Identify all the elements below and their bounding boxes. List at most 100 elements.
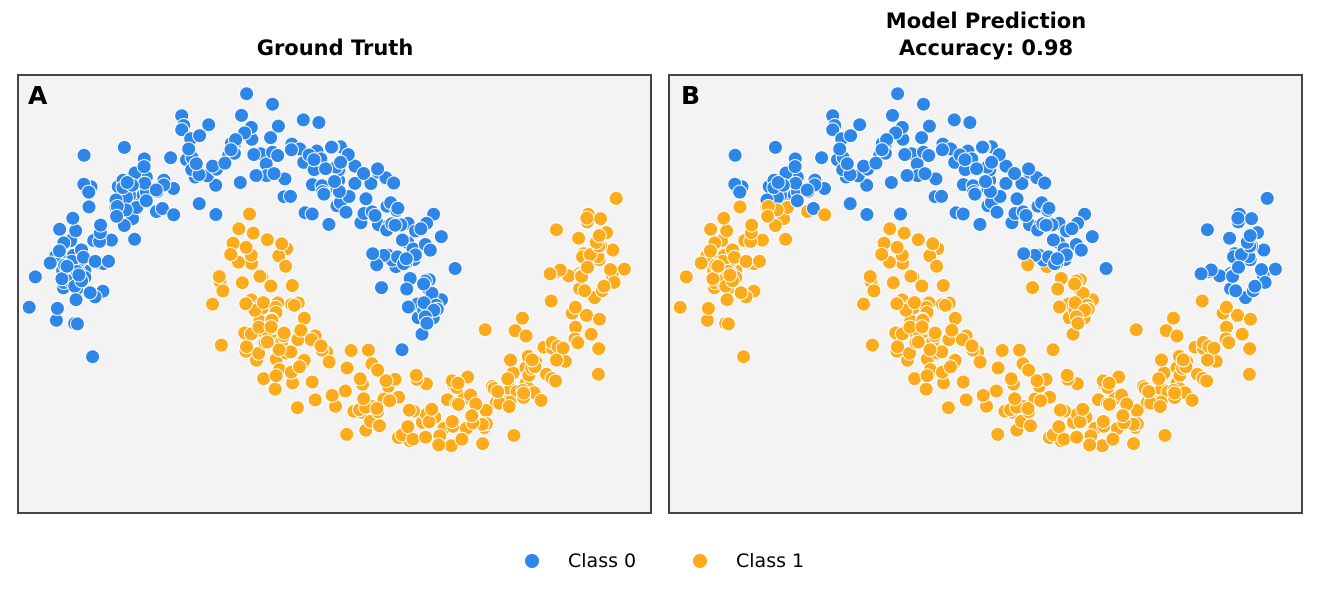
scatter-point-a-class-0 bbox=[270, 148, 286, 163]
scatter-point-a-class-0 bbox=[42, 255, 58, 271]
scatter-point-a-class-1 bbox=[324, 387, 340, 403]
panel-a-points bbox=[21, 86, 632, 454]
legend-marker-class-0 bbox=[525, 554, 539, 568]
scatter-point-a-class-0 bbox=[201, 117, 217, 133]
legend: Class 0 Class 1 bbox=[525, 550, 804, 572]
scatter-point-a-class-1 bbox=[271, 342, 287, 358]
scatter-point-b-class-0 bbox=[967, 186, 983, 202]
scatter-point-b-class-0 bbox=[989, 204, 1005, 220]
scatter-point-a-class-0 bbox=[321, 216, 337, 232]
scatter-point-b-class-1 bbox=[1056, 431, 1072, 447]
scatter-point-b-class-1 bbox=[693, 255, 709, 271]
scatter-point-a-class-1 bbox=[307, 392, 323, 408]
scatter-point-a-class-0 bbox=[400, 299, 416, 315]
scatter-point-b-class-1 bbox=[1082, 437, 1098, 453]
scatter-point-b-class-1 bbox=[862, 269, 878, 284]
scatter-point-b-class-1 bbox=[929, 258, 945, 274]
scatter-point-a-class-1 bbox=[313, 338, 329, 354]
scatter-point-b-class-0 bbox=[805, 201, 821, 216]
scatter-point-a-class-1 bbox=[514, 310, 530, 326]
scatter-point-b-class-1 bbox=[1059, 367, 1075, 383]
scatter-point-b-class-1 bbox=[1003, 371, 1019, 387]
scatter-point-b-class-0 bbox=[1021, 161, 1037, 177]
scatter-point-a-class-1 bbox=[321, 354, 337, 370]
scatter-point-a-class-1 bbox=[343, 343, 359, 358]
scatter-point-b-class-0 bbox=[934, 188, 949, 204]
scatter-point-b-class-1 bbox=[927, 325, 943, 341]
scatter-point-a-class-1 bbox=[293, 322, 309, 338]
scatter-point-a-class-0 bbox=[365, 246, 381, 262]
scatter-point-b-class-0 bbox=[814, 150, 830, 166]
scatter-point-a-class-0 bbox=[54, 271, 70, 287]
scatter-point-a-class-0 bbox=[68, 223, 84, 239]
scatter-point-b-class-1 bbox=[700, 300, 716, 316]
scatter-point-b-class-0 bbox=[1037, 175, 1053, 191]
scatter-point-a-class-0 bbox=[71, 267, 87, 283]
scatter-point-a-class-1 bbox=[252, 268, 268, 284]
scatter-point-a-class-0 bbox=[316, 186, 332, 202]
scatter-point-b-class-0 bbox=[1016, 246, 1032, 262]
scatter-point-a-class-1 bbox=[450, 375, 466, 391]
panel-b-points bbox=[672, 86, 1283, 454]
scatter-point-b-class-1 bbox=[1050, 281, 1066, 297]
scatter-point-b-class-0 bbox=[832, 141, 848, 157]
scatter-point-a-class-0 bbox=[246, 147, 262, 162]
scatter-point-a-class-0 bbox=[338, 204, 354, 220]
scatter-point-b-class-0 bbox=[1014, 176, 1030, 191]
scatter-point-b-class-0 bbox=[868, 155, 884, 171]
scatter-point-b-class-1 bbox=[955, 374, 971, 390]
scatter-point-b-class-1 bbox=[1243, 311, 1258, 327]
scatter-point-b-class-0 bbox=[1064, 221, 1080, 237]
scatter-point-a-class-1 bbox=[286, 297, 302, 313]
scatter-point-a-class-0 bbox=[69, 316, 85, 332]
scatter-point-b-class-1 bbox=[925, 236, 941, 252]
scatter-point-b-class-1 bbox=[672, 299, 688, 315]
scatter-point-b-class-1 bbox=[896, 225, 912, 241]
panel-b-letter: B bbox=[681, 81, 700, 110]
scatter-point-a-class-1 bbox=[231, 221, 247, 237]
scatter-point-b-class-1 bbox=[874, 246, 890, 262]
scatter-point-b-class-1 bbox=[1069, 429, 1085, 445]
scatter-point-b-class-1 bbox=[678, 269, 694, 285]
panel-a-title: Ground Truth bbox=[257, 36, 414, 60]
scatter-point-a-class-1 bbox=[339, 426, 355, 442]
scatter-point-a-class-0 bbox=[399, 281, 415, 297]
scatter-point-b-class-1 bbox=[722, 267, 738, 283]
scatter-point-b-class-0 bbox=[856, 158, 872, 174]
scatter-point-b-class-1 bbox=[914, 278, 930, 294]
scatter-point-a-class-1 bbox=[593, 211, 608, 227]
scatter-point-a-class-1 bbox=[370, 362, 386, 378]
scatter-point-b-class-1 bbox=[1200, 352, 1215, 368]
scatter-point-a-class-0 bbox=[109, 208, 125, 224]
scatter-point-b-class-1 bbox=[1126, 436, 1142, 452]
scatter-point-b-class-1 bbox=[1175, 352, 1191, 368]
scatter-point-a-class-1 bbox=[256, 371, 272, 387]
scatter-point-a-class-1 bbox=[477, 322, 493, 338]
scatter-point-b-class-0 bbox=[885, 107, 900, 123]
scatter-point-b-class-0 bbox=[1045, 232, 1061, 248]
scatter-point-a-class-1 bbox=[223, 246, 239, 262]
scatter-point-b-class-0 bbox=[921, 148, 937, 163]
scatter-point-b-class-1 bbox=[1029, 373, 1045, 389]
panel-b-frame bbox=[668, 74, 1303, 514]
scatter-point-a-class-0 bbox=[433, 229, 449, 245]
scatter-point-b-class-1 bbox=[1051, 299, 1067, 315]
scatter-point-b-class-1 bbox=[752, 253, 767, 269]
scatter-point-a-class-0 bbox=[192, 128, 208, 144]
scatter-point-b-class-0 bbox=[859, 177, 875, 193]
scatter-point-a-class-0 bbox=[270, 118, 286, 134]
scatter-point-b-class-0 bbox=[916, 96, 931, 112]
scatter-point-a-class-0 bbox=[390, 200, 406, 216]
scatter-point-a-class-1 bbox=[518, 328, 534, 344]
scatter-point-b-class-1 bbox=[703, 221, 719, 237]
scatter-point-a-class-1 bbox=[401, 402, 417, 418]
scatter-point-a-class-0 bbox=[295, 112, 311, 128]
scatter-point-b-class-1 bbox=[889, 239, 905, 255]
scatter-point-a-class-1 bbox=[500, 371, 516, 387]
scatter-point-b-class-0 bbox=[969, 161, 985, 177]
scatter-point-b-class-0 bbox=[890, 86, 906, 102]
scatter-point-a-class-1 bbox=[490, 384, 506, 400]
scatter-point-b-class-1 bbox=[907, 371, 923, 387]
scatter-point-b-class-1 bbox=[958, 392, 974, 408]
